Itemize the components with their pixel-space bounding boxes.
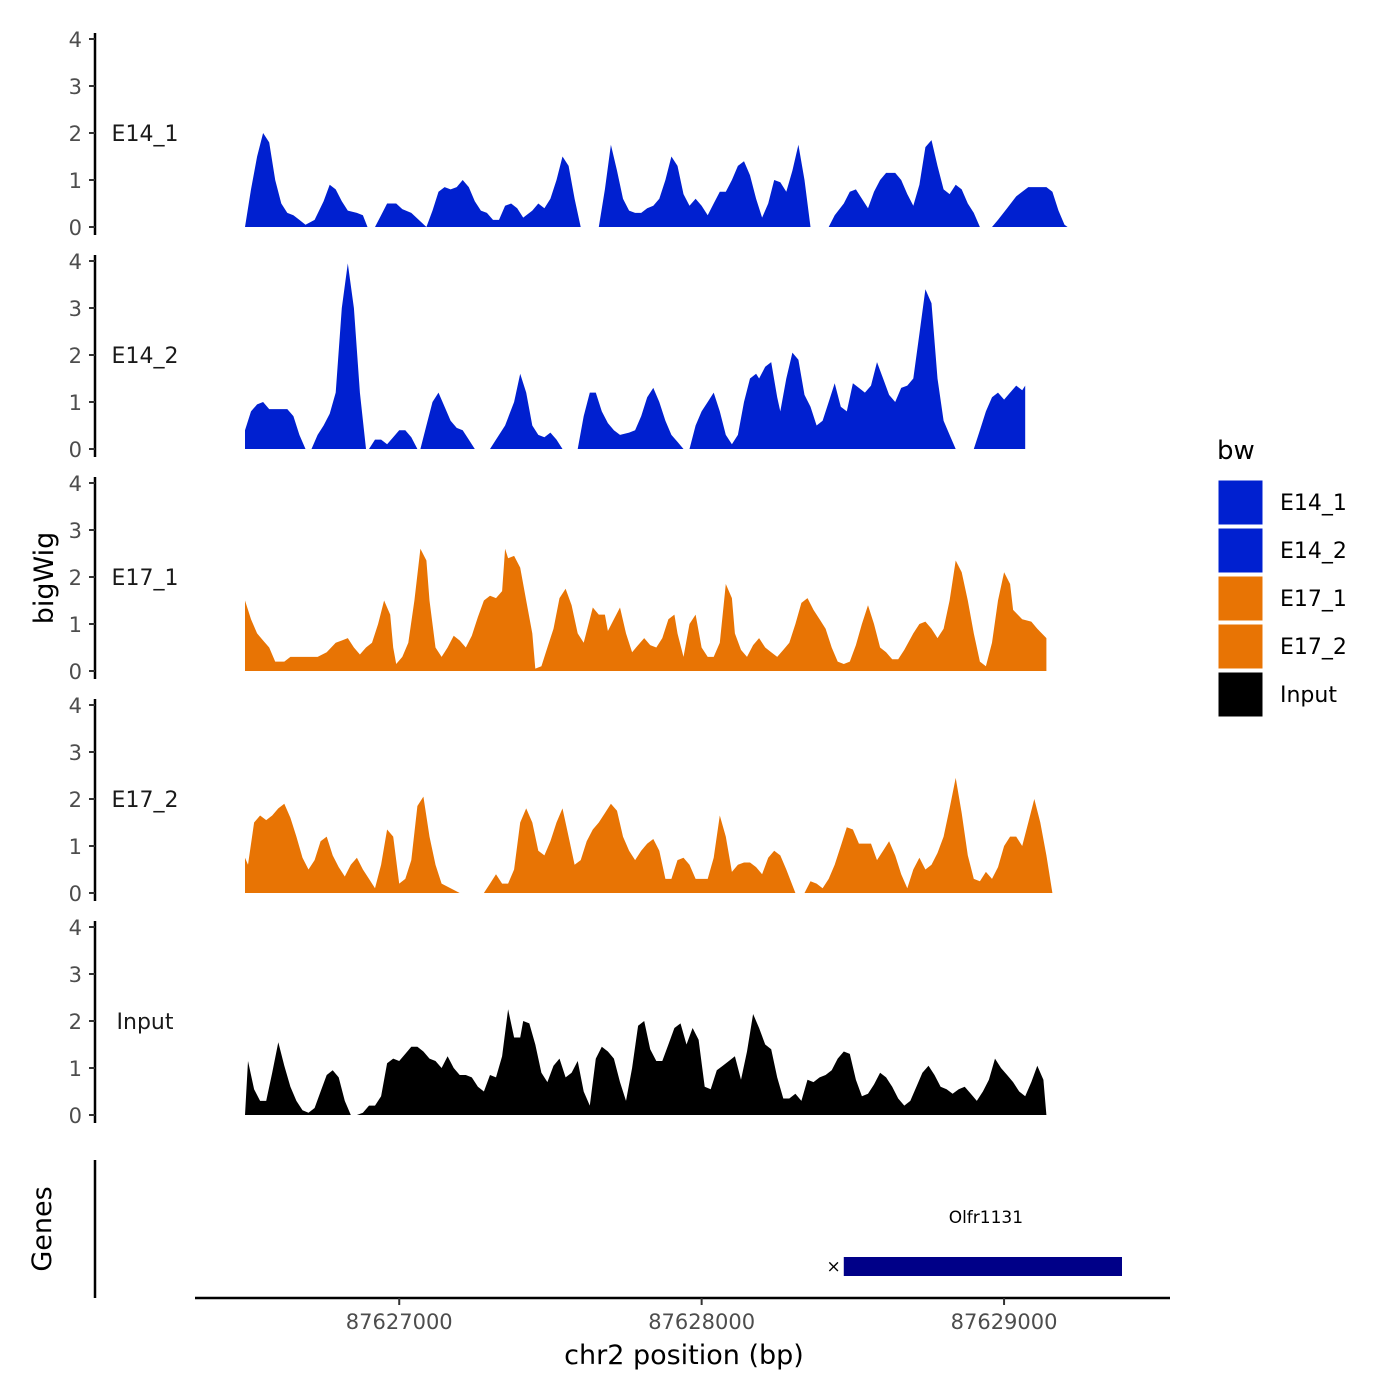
y-tick-label: 4 [69, 472, 82, 496]
y-tick-label: 0 [69, 882, 82, 906]
legend-key [1217, 527, 1264, 574]
signal-area-Input [245, 1009, 1047, 1115]
signal-area-E14_2 [245, 402, 306, 449]
track-Input: 0 1 2 3 4 Input [69, 916, 1047, 1128]
signal-area-E14_2 [689, 289, 956, 449]
x-tick-label: 87628000 [648, 1310, 755, 1334]
x-tick-label: 87629000 [951, 1310, 1058, 1334]
y-axis-title: bigWig [29, 532, 60, 625]
signal-area-E17_2 [245, 796, 460, 893]
y-tick-label: 1 [69, 391, 82, 415]
y-tick-label: 3 [69, 519, 82, 543]
signal-area-E14_2 [420, 392, 475, 449]
y-tick-label: 3 [69, 75, 82, 99]
track-label: E14_2 [112, 344, 179, 369]
x-tick-label: 87627000 [346, 1310, 453, 1334]
y-tick-label: 2 [69, 344, 82, 368]
signal-area-E17_2 [483, 803, 796, 893]
signal-area-E14_1 [828, 140, 980, 227]
legend: bw E14_1 E14_2 E17_1 E17_2 Input [1217, 436, 1347, 718]
legend-label: E14_2 [1280, 539, 1347, 564]
legend-label: E17_1 [1280, 587, 1347, 612]
signal-area-E17_1 [245, 548, 1047, 671]
y-tick-label: 2 [69, 1010, 82, 1034]
y-tick-label: 1 [69, 169, 82, 193]
y-tick-label: 3 [69, 297, 82, 321]
track-label: E14_1 [112, 122, 179, 147]
tracks: 0 1 2 3 4 E14_1 0 1 2 3 4 E14_2 0 1 2 3 4 E17_1 0 1 2 3 4 E17_2… [69, 28, 1068, 1128]
gene-strand-arrow-icon: × [827, 1257, 841, 1277]
signal-area-E14_1 [375, 156, 581, 227]
legend-key [1217, 671, 1264, 718]
legend-label: E17_2 [1280, 635, 1347, 660]
y-tick-label: 4 [69, 694, 82, 718]
x-axis: 87627000 87628000 87629000 [195, 1296, 1170, 1334]
y-tick-label: 3 [69, 963, 82, 987]
track-E14_1: 0 1 2 3 4 E14_1 [69, 28, 1068, 240]
y-tick-label: 0 [69, 1104, 82, 1128]
track-E17_2: 0 1 2 3 4 E17_2 [69, 694, 1053, 906]
y-tick-label: 1 [69, 613, 82, 637]
gene-track-label: Genes [27, 1186, 58, 1271]
signal-area-E14_2 [490, 373, 563, 449]
y-tick-label: 4 [69, 916, 82, 940]
track-label: E17_1 [112, 566, 179, 591]
signal-area-E14_2 [577, 387, 684, 449]
y-tick-label: 1 [69, 835, 82, 859]
signal-area-E14_2 [973, 385, 1026, 449]
x-axis-title: chr2 position (bp) [564, 1340, 804, 1371]
y-tick-label: 2 [69, 122, 82, 146]
signal-area-E14_2 [369, 430, 418, 449]
legend-label: E14_1 [1280, 491, 1347, 516]
track-E14_2: 0 1 2 3 4 E14_2 [69, 250, 1026, 462]
signal-area-E14_1 [992, 187, 1068, 227]
y-tick-label: 0 [69, 438, 82, 462]
signal-area-E14_2 [311, 263, 366, 449]
y-tick-label: 3 [69, 741, 82, 765]
y-tick-label: 4 [69, 250, 82, 274]
gene-name: Olfr1131 [949, 1208, 1023, 1228]
signal-area-E17_2 [804, 777, 1053, 893]
track-label: Input [117, 1010, 174, 1035]
y-tick-label: 0 [69, 660, 82, 684]
legend-key [1217, 479, 1264, 526]
legend-label: Input [1280, 683, 1337, 708]
y-tick-label: 1 [69, 1057, 82, 1081]
track-label: E17_2 [112, 788, 179, 813]
y-tick-label: 2 [69, 566, 82, 590]
y-tick-label: 4 [69, 28, 82, 52]
track-E17_1: 0 1 2 3 4 E17_1 [69, 472, 1047, 684]
y-tick-label: 0 [69, 216, 82, 240]
legend-key [1217, 623, 1264, 670]
gene-track: Genes Olfr1131 × [27, 1160, 1122, 1298]
signal-area-E14_1 [245, 133, 368, 227]
gene-body[interactable] [843, 1257, 1122, 1276]
legend-key [1217, 575, 1264, 622]
signal-area-E14_1 [598, 144, 811, 227]
y-tick-label: 2 [69, 788, 82, 812]
legend-title: bw [1217, 436, 1255, 466]
